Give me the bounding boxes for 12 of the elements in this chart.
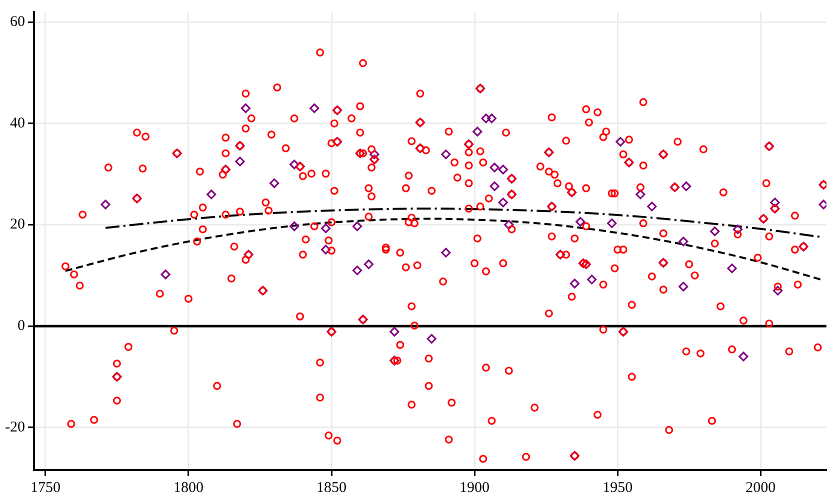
y-tick-label: 20 (10, 216, 25, 233)
y-tick-label: -20 (4, 419, 25, 436)
y-tick-label: 60 (10, 14, 25, 30)
y-tick-label: 40 (10, 115, 25, 132)
x-tick-label: 1950 (602, 480, 633, 496)
x-tick-label: 1800 (173, 480, 204, 496)
x-tick-label: 1850 (316, 480, 347, 496)
y-tick-label: 0 (17, 318, 25, 334)
line-series (104, 208, 822, 238)
x-tick-label: 1750 (30, 480, 60, 496)
x-tick-label: 1900 (460, 480, 490, 496)
x-tick-label: 2000 (746, 480, 776, 496)
